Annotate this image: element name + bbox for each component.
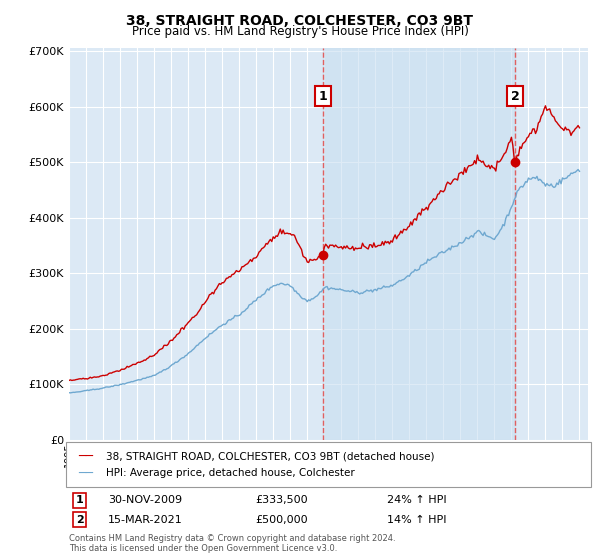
Text: HPI: Average price, detached house, Colchester: HPI: Average price, detached house, Colc… [106, 468, 355, 478]
Text: 38, STRAIGHT ROAD, COLCHESTER, CO3 9BT: 38, STRAIGHT ROAD, COLCHESTER, CO3 9BT [127, 14, 473, 28]
Bar [323, 48, 515, 440]
Text: 2: 2 [511, 90, 520, 102]
Text: ──: ── [78, 450, 93, 463]
Text: 2: 2 [76, 515, 83, 525]
Text: £500,000: £500,000 [255, 515, 308, 525]
Text: ──: ── [78, 467, 93, 480]
Text: 38, STRAIGHT ROAD, COLCHESTER, CO3 9BT (detached house): 38, STRAIGHT ROAD, COLCHESTER, CO3 9BT (… [106, 451, 434, 461]
Text: £333,500: £333,500 [255, 495, 308, 505]
Text: Price paid vs. HM Land Registry's House Price Index (HPI): Price paid vs. HM Land Registry's House … [131, 25, 469, 38]
Text: 14% ↑ HPI: 14% ↑ HPI [387, 515, 446, 525]
Text: 30-NOV-2009: 30-NOV-2009 [108, 495, 182, 505]
Text: 1: 1 [319, 90, 327, 102]
Text: 24% ↑ HPI: 24% ↑ HPI [387, 495, 446, 505]
Text: 15-MAR-2021: 15-MAR-2021 [108, 515, 183, 525]
Text: Contains HM Land Registry data © Crown copyright and database right 2024.
This d: Contains HM Land Registry data © Crown c… [69, 534, 395, 553]
Text: 1: 1 [76, 495, 83, 505]
